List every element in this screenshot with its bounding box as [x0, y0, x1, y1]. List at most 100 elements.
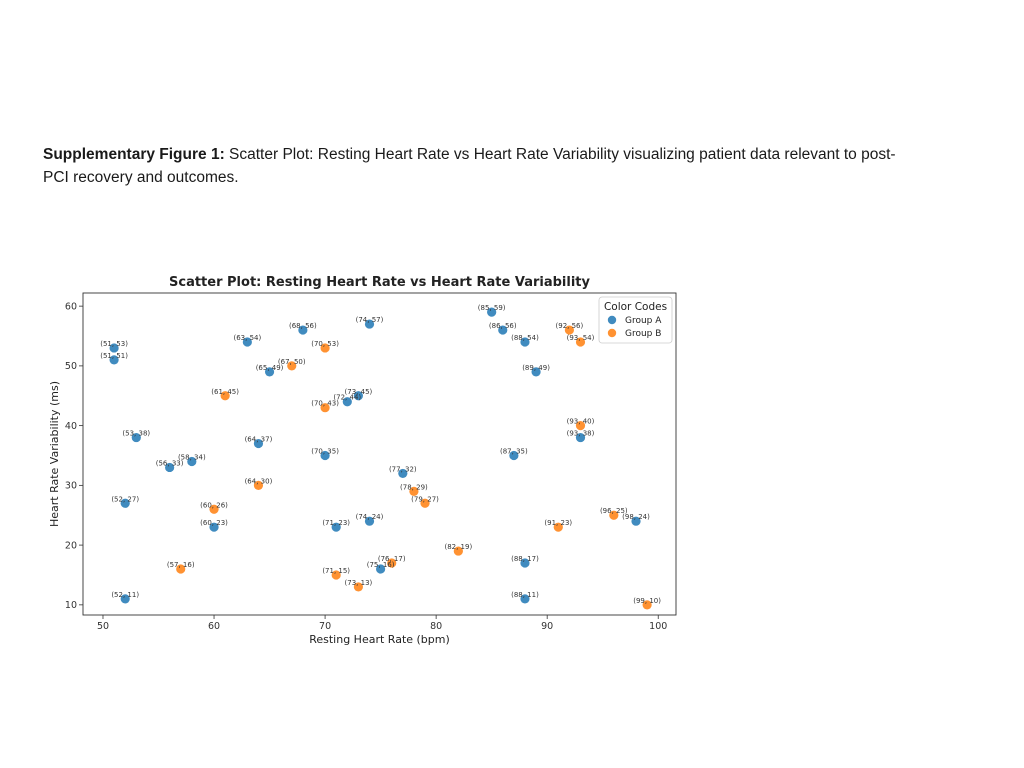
- point-label: (60, 23): [200, 519, 228, 527]
- point-label: (98, 24): [622, 513, 650, 521]
- point-label: (99, 10): [633, 597, 661, 605]
- point-label: (57, 16): [167, 561, 195, 569]
- point-label: (73, 45): [345, 388, 373, 396]
- group-a-point: [165, 462, 175, 473]
- point-label: (93, 54): [567, 334, 595, 342]
- group-b-point: [320, 403, 330, 413]
- points-layer: [109, 307, 652, 610]
- group-a-point: [120, 594, 130, 604]
- point-label: (73, 13): [345, 579, 373, 587]
- scatter-chart: Scatter Plot: Resting Heart Rate vs Hear…: [48, 275, 677, 646]
- group-a-point: [331, 522, 341, 532]
- point-label: (70, 53): [311, 340, 339, 348]
- point-label: (93, 38): [567, 430, 595, 438]
- y-axis-label: Heart Rate Variability (ms): [48, 381, 61, 527]
- point-label: (61, 45): [211, 388, 239, 396]
- group-a-point: [398, 468, 408, 479]
- group-a-point: [120, 498, 130, 508]
- point-label: (88, 17): [511, 555, 539, 563]
- point-label: (88, 11): [511, 591, 539, 599]
- axes-layer: 50 60 70 80 90 100 10 20 30 40 50 60: [65, 292, 677, 632]
- point-label: (89, 49): [522, 364, 550, 372]
- plot-frame: [82, 292, 677, 616]
- point-label: (72, 44): [333, 394, 361, 402]
- legend-marker-group-a: [607, 315, 617, 325]
- y-tick-label: 40: [65, 421, 77, 432]
- point-label: (93, 40): [567, 418, 595, 426]
- group-a-point: [509, 450, 519, 461]
- point-label: (63, 54): [233, 334, 261, 342]
- point-label: (92, 56): [556, 322, 584, 330]
- point-label: (71, 23): [322, 519, 350, 527]
- point-label: (53, 38): [122, 430, 150, 438]
- group-a-point: [631, 516, 641, 526]
- group-a-point: [520, 558, 530, 568]
- group-b-point: [253, 480, 264, 490]
- group-a-point: [242, 337, 252, 347]
- x-tick-label: 90: [541, 621, 553, 632]
- point-label: (64, 30): [245, 477, 273, 485]
- group-b-point: [287, 361, 297, 371]
- chart-title: Scatter Plot: Resting Heart Rate vs Hear…: [169, 275, 591, 290]
- group-b-point: [220, 391, 230, 401]
- group-b-point: [331, 570, 341, 580]
- group-a-point: [342, 397, 352, 407]
- group-a-point: [253, 438, 264, 449]
- group-b-point: [209, 504, 219, 514]
- group-b-point: [575, 337, 586, 347]
- x-tick-label: 70: [319, 621, 331, 632]
- y-tick-label: 60: [65, 301, 77, 312]
- group-a-point: [109, 355, 119, 365]
- caption-text: Scatter Plot: Resting Heart Rate vs Hear…: [43, 146, 896, 186]
- group-b-point: [387, 558, 397, 568]
- point-label: (96, 25): [600, 507, 628, 515]
- point-label: (52, 11): [111, 591, 139, 599]
- group-a-point: [531, 367, 541, 377]
- group-a-point: [187, 456, 197, 467]
- point-label: (51, 51): [100, 352, 128, 360]
- group-b-point: [453, 546, 463, 556]
- point-label: (70, 43): [311, 400, 339, 408]
- point-label: (70, 35): [311, 447, 339, 455]
- point-labels-layer: (85, 59) (74, 57) (68, 56) (86, 56) (63, 54)…: [100, 304, 661, 605]
- point-label: (71, 15): [322, 567, 350, 575]
- point-label: (79, 27): [411, 495, 439, 503]
- group-b-point: [420, 498, 430, 508]
- legend: Color Codes Group A Group B: [598, 296, 673, 344]
- group-a-point: [131, 432, 141, 443]
- group-a-point: [520, 594, 530, 604]
- group-a-point: [364, 516, 375, 526]
- group-a-point: [298, 325, 308, 335]
- y-tick-label: 20: [65, 540, 77, 551]
- group-b-point: [609, 510, 619, 520]
- point-label: (76, 17): [378, 555, 406, 563]
- point-label: (56, 33): [156, 459, 184, 467]
- figure-caption: Supplementary Figure 1: Scatter Plot: Re…: [43, 143, 903, 189]
- point-label: (74, 24): [356, 513, 384, 521]
- group-a-point: [575, 432, 586, 443]
- point-label: (87, 35): [500, 447, 528, 455]
- group-b-point: [564, 325, 574, 335]
- caption-label: Supplementary Figure 1:: [43, 146, 225, 163]
- group-a-point: [109, 343, 119, 353]
- x-tick-label: 100: [649, 621, 667, 632]
- point-label: (64, 37): [245, 436, 273, 444]
- point-label: (67, 50): [278, 358, 306, 366]
- point-label: (51, 53): [100, 340, 128, 348]
- group-a-point: [264, 367, 275, 377]
- y-tick-label: 30: [65, 481, 77, 492]
- group-a-point: [353, 391, 364, 401]
- point-label: (58, 34): [178, 453, 206, 461]
- y-tick-label: 50: [65, 361, 77, 372]
- point-label: (88, 54): [511, 334, 539, 342]
- scatter-figure: Scatter Plot: Resting Heart Rate vs Hear…: [40, 266, 690, 650]
- point-label: (77, 32): [389, 465, 417, 473]
- point-label: (82, 19): [444, 543, 472, 551]
- point-label: (65, 49): [256, 364, 284, 372]
- x-tick-label: 60: [208, 621, 220, 632]
- point-label: (74, 57): [356, 316, 384, 324]
- point-label: (85, 59): [478, 304, 506, 312]
- point-label: (91, 23): [544, 519, 572, 527]
- x-axis-label: Resting Heart Rate (bpm): [309, 633, 450, 646]
- group-a-point: [376, 564, 386, 574]
